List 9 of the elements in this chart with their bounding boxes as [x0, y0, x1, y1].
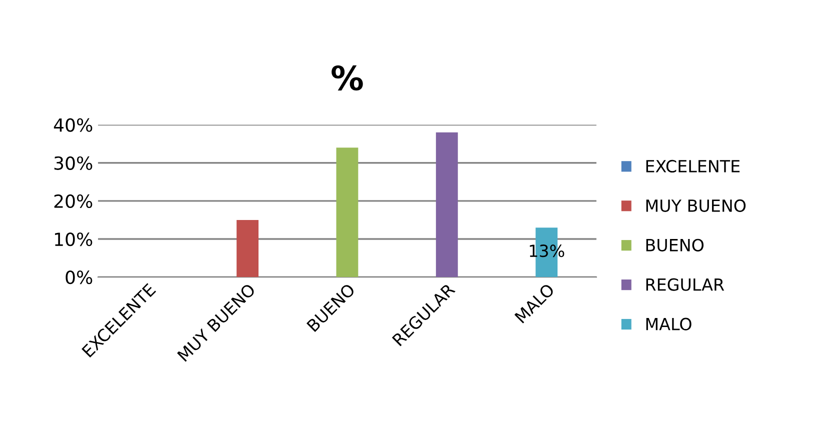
legend-label: BUENO [646, 238, 704, 252]
legend-label: EXCELENTE [646, 160, 740, 173]
y-tick-label: 10% [55, 232, 92, 246]
legend-label: MUY BUENO [646, 199, 746, 212]
y-tick-label: 0% [66, 270, 92, 284]
chart-title: % [332, 65, 363, 91]
y-tick-label: 20% [54, 194, 92, 208]
y-tick-label: 30% [54, 156, 92, 170]
y-tick-label: 40% [54, 118, 92, 132]
